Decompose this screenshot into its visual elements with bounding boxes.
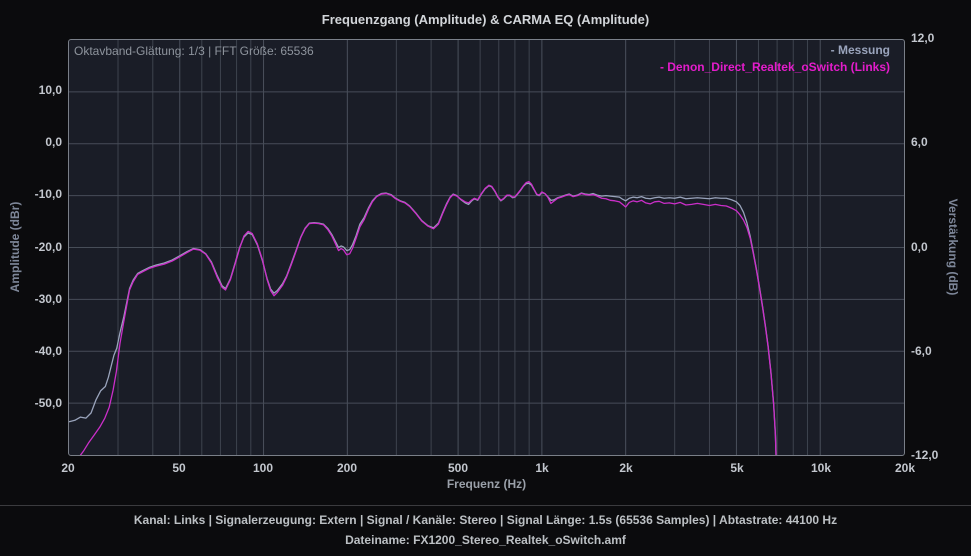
chart-title: Frequenzgang (Amplitude) & CARMA EQ (Amp… xyxy=(321,12,650,27)
y-tick-label-left: 10,0 xyxy=(38,83,62,98)
y-tick-label-left: -50,0 xyxy=(34,395,62,410)
y-tick-label-left: -30,0 xyxy=(34,291,62,306)
x-tick-label: 100 xyxy=(252,461,274,475)
x-tick-label: 200 xyxy=(336,461,358,475)
y-tick-label-left: -20,0 xyxy=(34,239,62,254)
status-line-1: Kanal: Links | Signalerzeugung: Extern |… xyxy=(133,513,838,527)
x-tick-label: 5k xyxy=(730,461,744,475)
x-tick-label: 2k xyxy=(619,461,633,475)
y-tick-label-right: -12,0 xyxy=(911,448,939,462)
grid-and-curves-svg xyxy=(69,40,904,455)
x-axis-label: Frequenz (Hz) xyxy=(446,477,527,491)
plot-area[interactable] xyxy=(68,39,905,456)
smoothing-fft-info: Oktavband-Glättung: 1/3 | FFT Größe: 655… xyxy=(74,44,314,58)
y-tick-label-right: -6,0 xyxy=(911,343,932,358)
y-tick-label-left: -10,0 xyxy=(34,187,62,202)
legend: - Messung - Denon_Direct_Realtek_oSwitch … xyxy=(660,42,890,76)
status-line-2: Dateiname: FX1200_Stereo_Realtek_oSwitch… xyxy=(345,533,626,547)
x-tick-label: 10k xyxy=(810,461,832,475)
y-tick-label-right: 0,0 xyxy=(911,239,928,254)
y-tick-label-left: -40,0 xyxy=(34,343,62,358)
legend-item: - Denon_Direct_Realtek_oSwitch (Links) xyxy=(659,60,890,74)
x-tick-label: 500 xyxy=(448,461,469,475)
y-tick-label-right: 12,0 xyxy=(911,31,935,45)
x-tick-label: 20 xyxy=(61,461,75,475)
y-tick-label-left: 0,0 xyxy=(45,135,62,150)
x-tick-label: 20k xyxy=(894,461,916,475)
curve-messung xyxy=(69,182,777,455)
x-tick-label: 50 xyxy=(172,461,186,475)
legend-item: - Messung xyxy=(830,43,890,57)
y-tick-label-right: 6,0 xyxy=(911,135,928,150)
curve-denon xyxy=(79,180,777,455)
x-tick-label: 1k xyxy=(535,461,549,475)
status-divider xyxy=(0,505,971,506)
